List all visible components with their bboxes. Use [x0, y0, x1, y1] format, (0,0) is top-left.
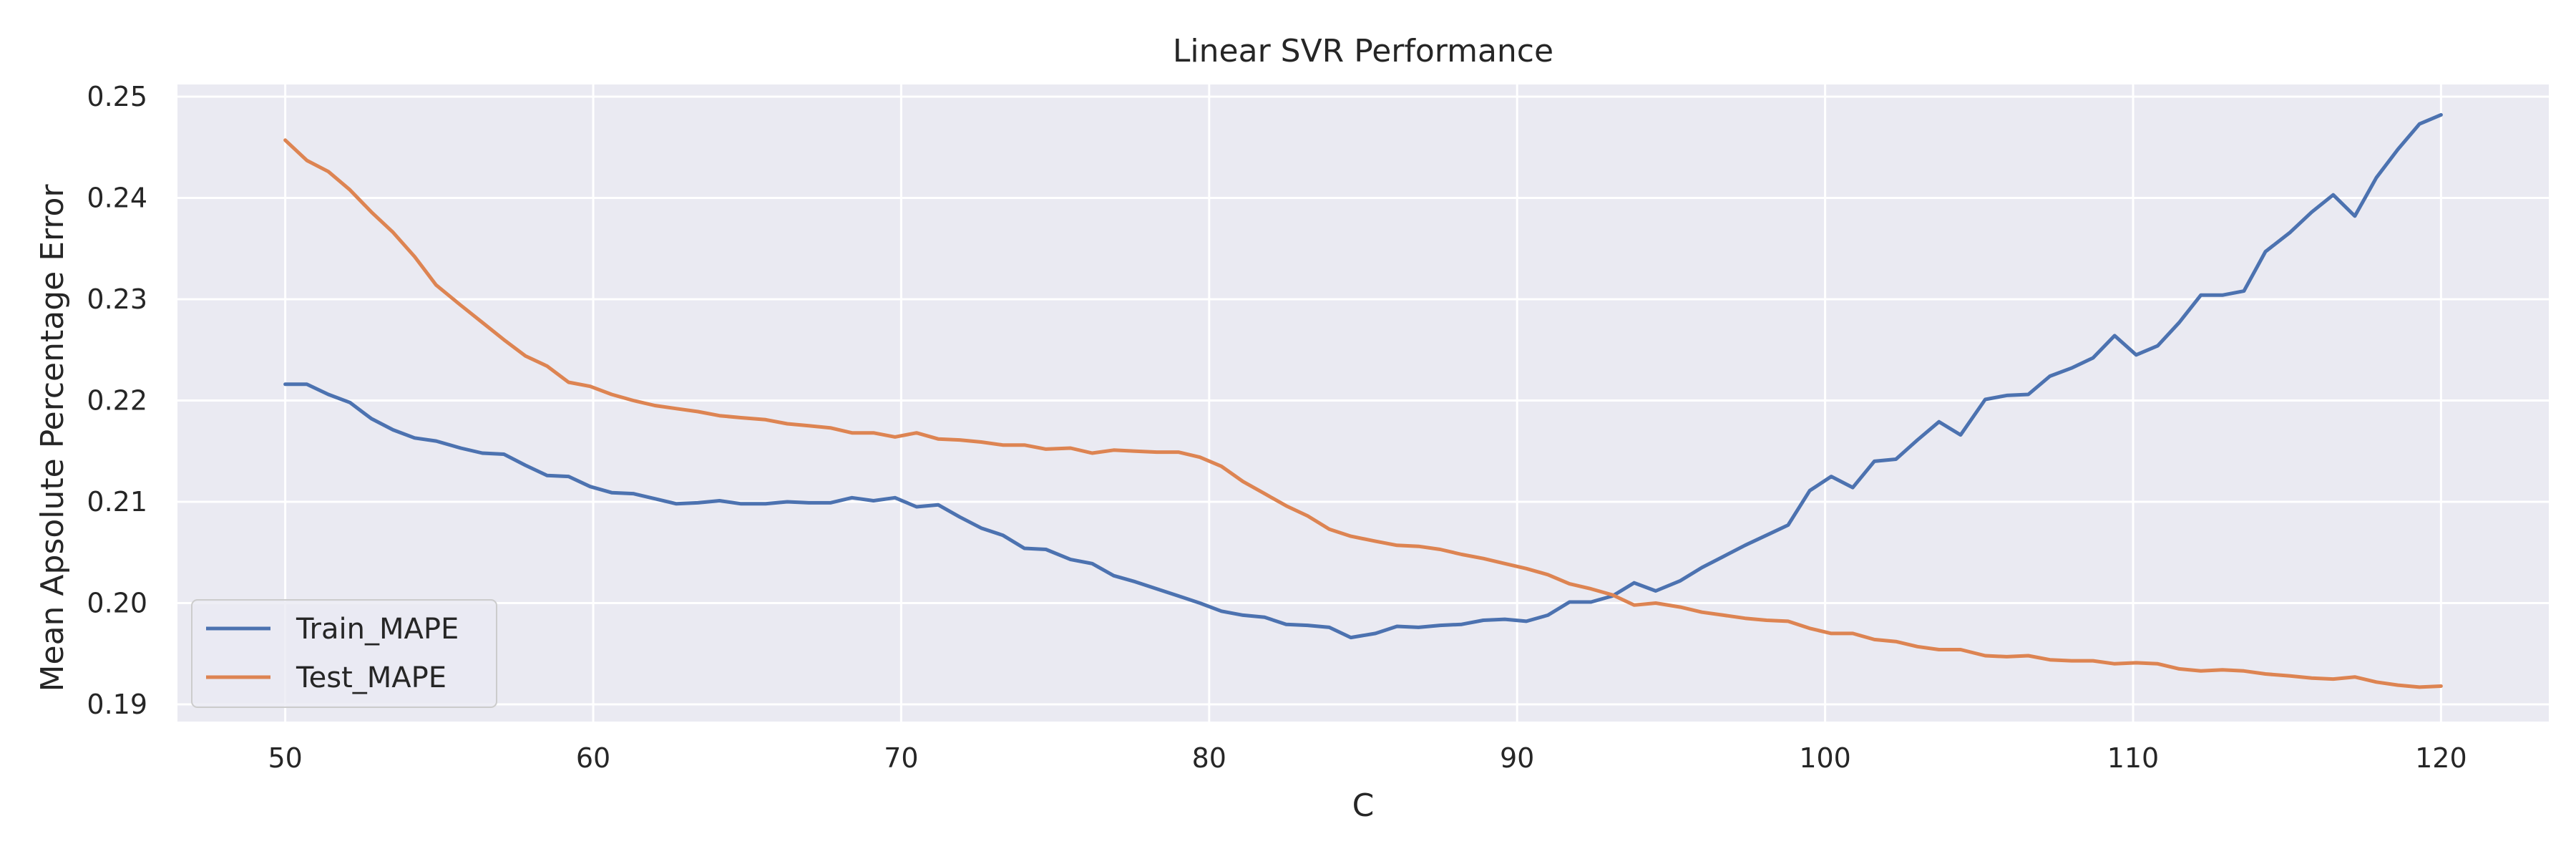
legend-label: Train_MAPE — [296, 613, 459, 646]
x-tick-label: 90 — [1500, 742, 1534, 774]
y-tick-label: 0.21 — [87, 486, 147, 518]
y-axis-title: Mean Apsolute Percentage Error — [34, 184, 71, 692]
y-tick-label: 0.24 — [87, 182, 147, 213]
x-tick-label: 120 — [2415, 742, 2467, 774]
x-axis-ticks: 50 60 70 80 90 100 110 120 — [268, 742, 2467, 774]
legend-label: Test_MAPE — [296, 661, 447, 694]
x-tick-label: 60 — [576, 742, 610, 774]
y-tick-label: 0.22 — [87, 384, 147, 416]
x-axis-title: C — [1352, 787, 1375, 824]
x-tick-label: 100 — [1799, 742, 1851, 774]
series-line-train-mape — [283, 112, 2443, 640]
x-tick-label: 50 — [268, 742, 302, 774]
y-tick-label: 0.23 — [87, 283, 147, 315]
series-line-test-mape — [283, 138, 2443, 689]
y-tick-label: 0.20 — [87, 587, 147, 618]
x-tick-label: 80 — [1192, 742, 1226, 774]
legend: Train_MAPE Test_MAPE — [191, 599, 497, 708]
grid — [177, 84, 2549, 722]
y-axis-ticks: 0.19 0.20 0.21 0.22 0.23 0.24 0.25 — [87, 81, 147, 720]
series-lines — [283, 112, 2443, 689]
y-tick-label: 0.19 — [87, 689, 147, 720]
plot-area — [177, 84, 2549, 722]
y-tick-label: 0.25 — [87, 81, 147, 112]
x-tick-label: 70 — [884, 742, 918, 774]
chart-title: Linear SVR Performance — [1173, 33, 1553, 69]
x-tick-label: 110 — [2107, 742, 2160, 774]
